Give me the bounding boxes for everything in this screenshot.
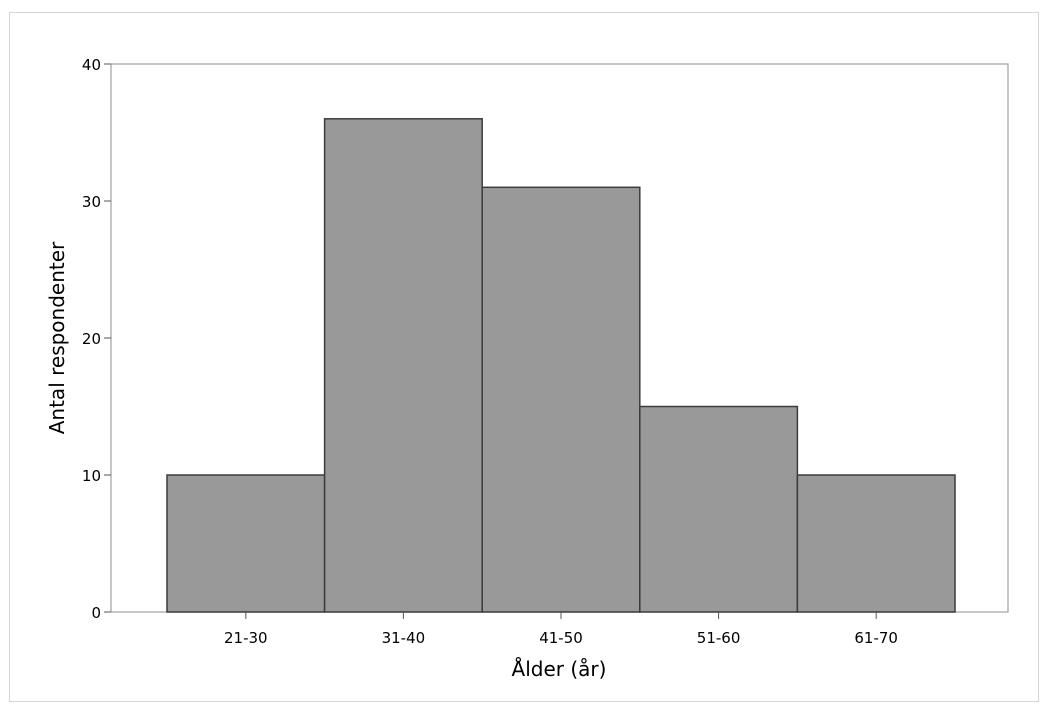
bar-61-70 <box>796 474 956 613</box>
bar-41-50 <box>481 186 641 613</box>
x-tick-label: 61-70 <box>854 629 898 647</box>
y-tick-label: 10 <box>82 467 101 485</box>
y-tick-label: 0 <box>91 604 101 622</box>
x-tick-label: 51-60 <box>697 629 741 647</box>
bar-31-40 <box>323 118 483 613</box>
y-tick-label: 20 <box>82 330 101 348</box>
x-tick-label: 31-40 <box>382 629 426 647</box>
y-axis-ticks: 0 10 20 30 40 <box>82 56 111 622</box>
x-tick-label: 41-50 <box>539 629 583 647</box>
x-tick-label: 21-30 <box>224 629 268 647</box>
y-tick-label: 40 <box>82 56 101 74</box>
bar-21-30 <box>166 474 326 613</box>
y-tick-label: 30 <box>82 193 101 211</box>
bar-51-60 <box>639 405 799 613</box>
y-axis-title: Antal respondenter <box>45 241 69 434</box>
x-axis-title: Ålder (år) <box>512 657 607 681</box>
bars-group <box>166 118 956 613</box>
x-axis-ticks: 21-30 31-40 41-50 51-60 61-70 <box>224 612 898 647</box>
